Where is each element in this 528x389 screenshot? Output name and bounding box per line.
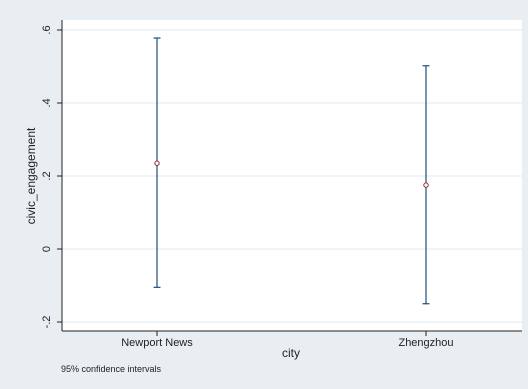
y-tick-label: .6 [41,25,53,34]
y-axis-title: civic_engagement [24,127,38,224]
y-tick-label: 0 [41,246,53,252]
y-tick-label: .4 [41,98,53,107]
y-tick-label: .2 [41,171,53,180]
error-bars [153,37,430,305]
y-tick-label: -.2 [41,316,53,329]
gridlines [62,29,522,323]
point-estimate [154,160,160,166]
x-ticks: Newport News Zhengzhou [121,331,454,349]
x-axis-title: city [282,346,300,360]
x-tick-label: Newport News [121,337,193,349]
y-ticks: -.2 0 .2 .4 .6 [41,25,62,328]
point-estimate [423,182,429,188]
ci-note: 95% confidence intervals [61,364,162,374]
x-tick-label: Zhengzhou [398,337,453,349]
